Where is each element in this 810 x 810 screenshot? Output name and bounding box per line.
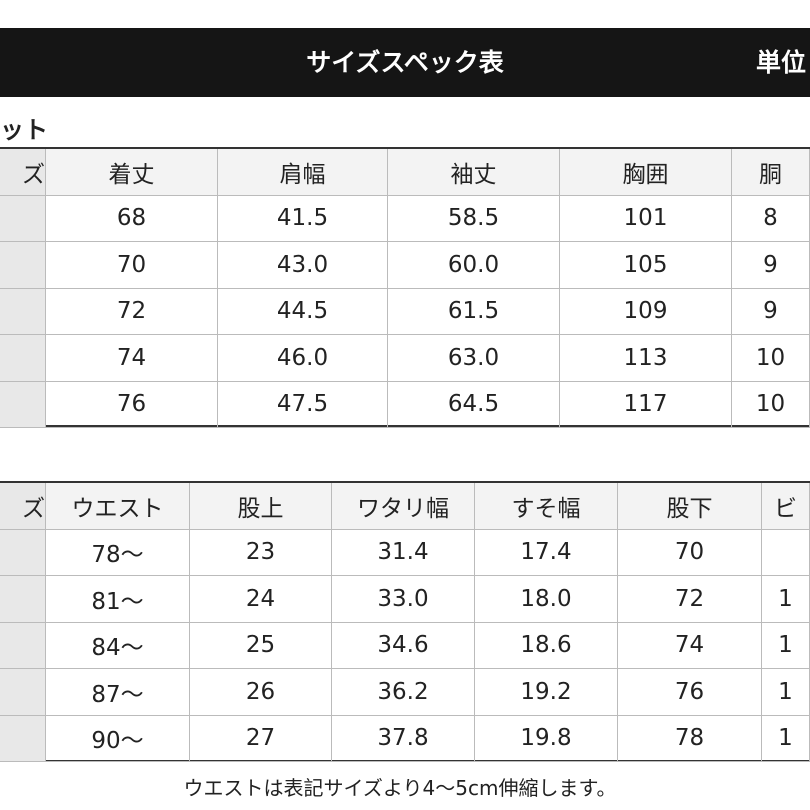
cell	[0, 195, 46, 242]
cell: 43.0	[218, 242, 388, 289]
cell: 81～	[46, 576, 190, 623]
size-table: ズ着丈 肩幅 袖丈 胸囲胴 68 41.5 58.5 101 8 70 43.0 60.0 105 9 72…	[0, 147, 810, 428]
cell: 41.5	[218, 195, 388, 242]
cell: 63.0	[388, 335, 560, 382]
cell: 10	[732, 335, 810, 382]
cell: 36.2	[332, 669, 475, 716]
header-bar: サイズスペック表 単位	[0, 28, 810, 97]
header-cell: ズ	[0, 149, 46, 196]
cell	[0, 529, 46, 576]
cell: 18.0	[475, 576, 618, 623]
cell: 76	[618, 669, 762, 716]
cell: 113	[560, 335, 732, 382]
cell	[0, 381, 46, 428]
cell	[0, 622, 46, 669]
cell: 74	[618, 622, 762, 669]
cell: 1	[762, 669, 810, 716]
cell: 58.5	[388, 195, 560, 242]
cell: 70	[618, 529, 762, 576]
cell: 101	[560, 195, 732, 242]
unit: 単位	[756, 48, 807, 77]
header-cell: 股上	[190, 483, 332, 530]
cell: 78	[618, 715, 762, 762]
header-cell: 袖丈	[388, 149, 560, 196]
size-table: ズウエスト 股上 ワタリ幅 すそ幅 股下ビ 78～ 23 31.4 17.4 70 81～ 24 33.…	[0, 481, 810, 762]
cell: 44.5	[218, 288, 388, 335]
cell: 68	[46, 195, 218, 242]
cell: 105	[560, 242, 732, 289]
cell: 18.6	[475, 622, 618, 669]
cell: 61.5	[388, 288, 560, 335]
title: サイズスペック表	[306, 48, 504, 77]
cell: 78～	[46, 529, 190, 576]
cell: 72	[46, 288, 218, 335]
cell: 31.4	[332, 529, 475, 576]
cell: 90～	[46, 715, 190, 762]
cell: 26	[190, 669, 332, 716]
section-label: ット	[0, 116, 48, 144]
cell: 8	[732, 195, 810, 242]
cell	[0, 288, 46, 335]
cell: 24	[190, 576, 332, 623]
cell: 76	[46, 381, 218, 428]
cell: 9	[732, 288, 810, 335]
cell: 25	[190, 622, 332, 669]
cell: 84～	[46, 622, 190, 669]
header-cell: ワタリ幅	[332, 483, 475, 530]
cell: 117	[560, 381, 732, 428]
cell: 19.2	[475, 669, 618, 716]
header-cell: 着丈	[46, 149, 218, 196]
cell: 17.4	[475, 529, 618, 576]
cell: 46.0	[218, 335, 388, 382]
cell: 72	[618, 576, 762, 623]
cell: 37.8	[332, 715, 475, 762]
cell: 70	[46, 242, 218, 289]
cell	[0, 242, 46, 289]
cell: 64.5	[388, 381, 560, 428]
cell: 109	[560, 288, 732, 335]
cell: 1	[762, 576, 810, 623]
cell: 9	[732, 242, 810, 289]
cell: 27	[190, 715, 332, 762]
cell	[0, 715, 46, 762]
header-cell: ビ	[762, 483, 810, 530]
cell: 60.0	[388, 242, 560, 289]
header-cell: 胴	[732, 149, 810, 196]
cell: 33.0	[332, 576, 475, 623]
header-cell: 肩幅	[218, 149, 388, 196]
cell: 47.5	[218, 381, 388, 428]
cell	[0, 669, 46, 716]
header-cell: 胸囲	[560, 149, 732, 196]
cell: 19.8	[475, 715, 618, 762]
cell: 1	[762, 715, 810, 762]
cell	[0, 335, 46, 382]
cell: 23	[190, 529, 332, 576]
header-cell: ウエスト	[46, 483, 190, 530]
cell: 34.6	[332, 622, 475, 669]
header-cell: 股下	[618, 483, 762, 530]
cell: 10	[732, 381, 810, 428]
cell	[762, 529, 810, 576]
header-cell: ズ	[0, 483, 46, 530]
header-cell: すそ幅	[475, 483, 618, 530]
cell: 87～	[46, 669, 190, 716]
cell: 74	[46, 335, 218, 382]
note: ウエストは表記サイズより4～5cm伸縮します。	[183, 776, 617, 800]
cell	[0, 576, 46, 623]
cell: 1	[762, 622, 810, 669]
